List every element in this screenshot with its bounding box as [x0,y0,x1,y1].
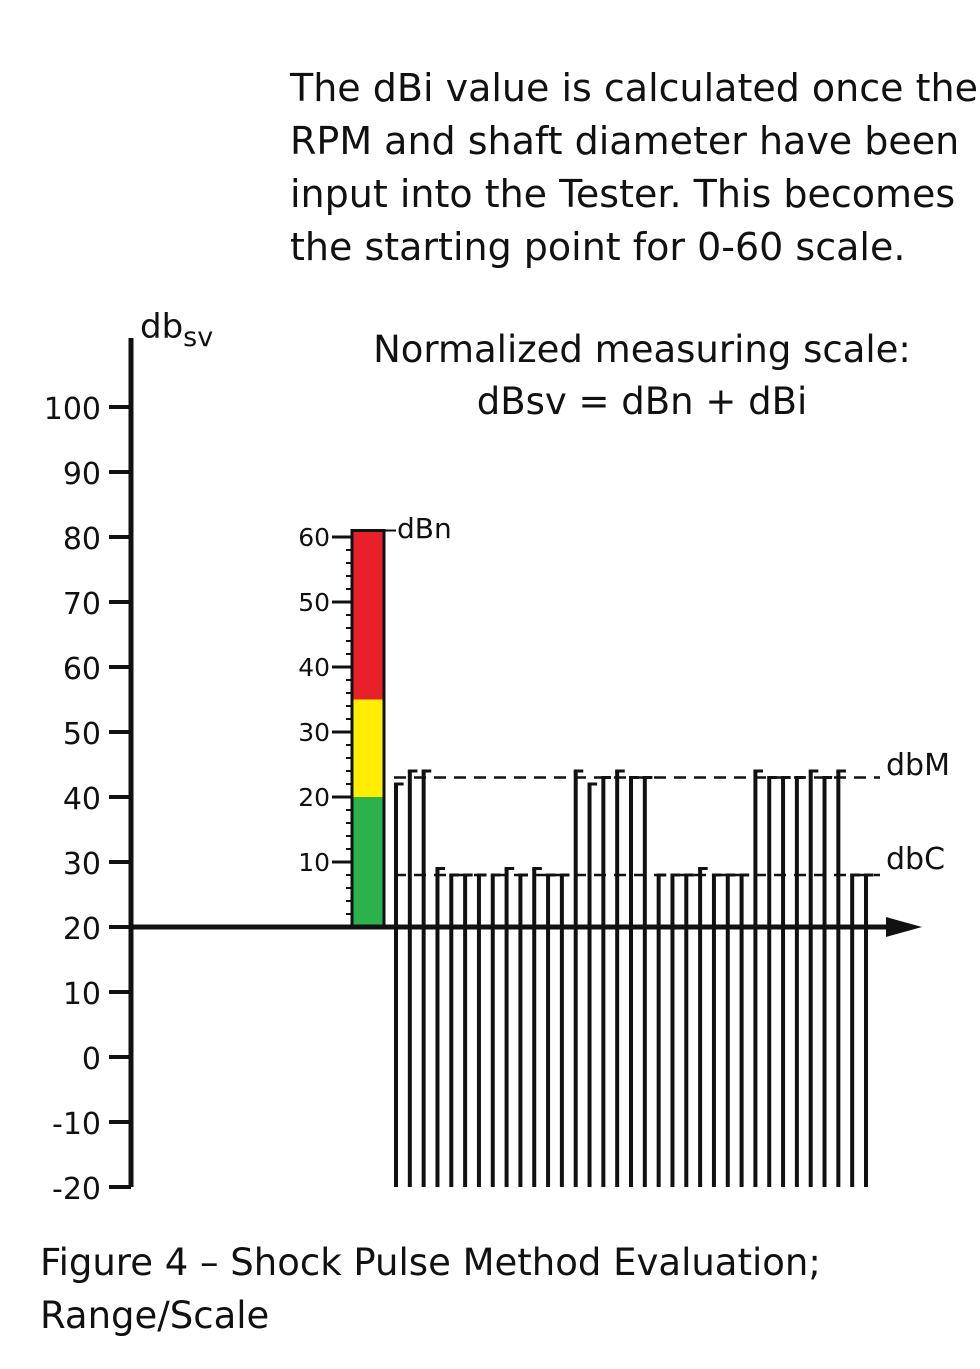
dbn-label: dBn [397,512,452,545]
dbn-scale: 60 50 40 30 20 10 [298,523,396,929]
dbn-tick-label: 20 [298,783,330,812]
dbsv-tick-label: -10 [52,1107,101,1142]
dbsv-tick-label: 60 [63,652,101,687]
dbsv-tick-label: 30 [63,847,101,882]
dbsv-tick-label: -20 [52,1172,101,1207]
dbsv-tick-label: 10 [63,977,101,1012]
dbn-tick-label: 30 [298,718,330,747]
caption-line: Figure 4 – Shock Pulse Method Evaluation… [40,1241,821,1284]
intro-line: input into the Tester. This becomes [290,172,956,216]
dbn-color-band [352,797,384,927]
intro-line: The dBi value is calculated once the [290,66,978,110]
dbsv-tick-label: 90 [63,457,101,492]
intro-line: RPM and shaft diameter have been [290,119,960,163]
dbn-tick-label: 60 [298,523,330,552]
dbsv-tick-label: 100 [44,392,101,427]
caption-line: Range/Scale [40,1294,270,1337]
dbn-color-band [352,530,384,700]
dbsv-tick-label: 70 [63,587,101,622]
dbsv-tick-label: 50 [63,717,101,752]
baseline-arrow-icon [886,917,922,937]
dbsv-tick-label: 40 [63,782,101,817]
dbsv-tick-label: 20 [63,912,101,947]
baseline-axis [131,917,922,937]
dbsv-axis-label-main: db [140,307,183,347]
dbn-tick-label: 10 [298,848,330,877]
intro-paragraph: The dBi value is calculated once the RPM… [290,62,978,274]
dbsv-axis-label: dbsv [140,307,213,353]
dbm-label: dbM [886,748,950,783]
dbn-color-band [352,699,384,797]
dbn-tick-label: 40 [298,653,330,682]
scale-title-line-1: Normalized measuring scale: [373,328,911,371]
dbsv-tick-label: 0 [82,1042,101,1077]
intro-line: the starting point for 0-60 scale. [290,225,906,269]
dbsv-tick-label: 80 [63,522,101,557]
dbsv-axis-label-sub: sv [183,322,213,353]
reference-lines [394,776,880,877]
figure-caption: Figure 4 – Shock Pulse Method Evaluation… [40,1236,940,1342]
pulse-bars [394,769,874,1187]
dbc-label: dbC [886,842,945,877]
dbn-tick-label: 50 [298,588,330,617]
scale-title-line-2: dBsv = dBn + dBi [477,380,808,423]
